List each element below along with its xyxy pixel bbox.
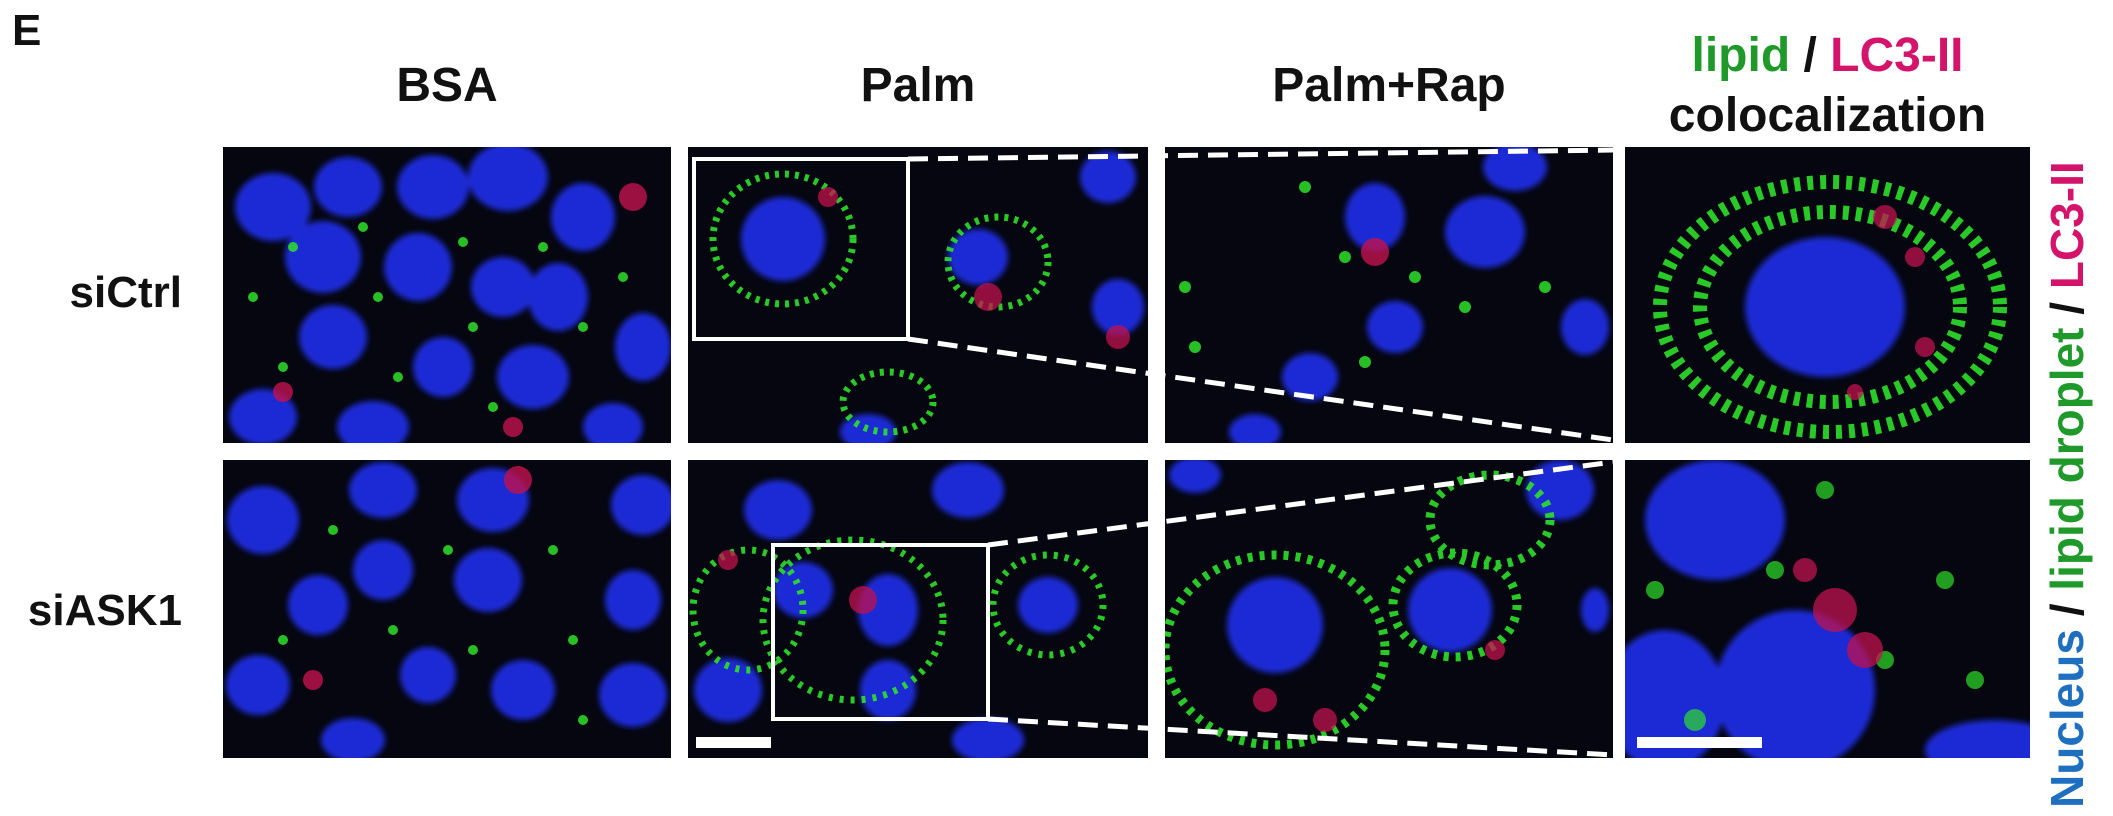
lipid-label: lipid (1691, 29, 1791, 82)
micrograph-image (692, 151, 1144, 443)
scale-bar (1637, 737, 1762, 748)
colocalization-header-line1: lipid / LC3-II (1625, 28, 2030, 83)
zoom-box (692, 157, 910, 341)
micrograph-image (1165, 460, 1609, 750)
legend-separator: / (2041, 289, 2093, 328)
micrograph-siask1-bsa (223, 460, 671, 758)
micrograph-siask1-palm (688, 460, 1148, 758)
scale-bar (696, 737, 771, 748)
micrograph-image (229, 147, 671, 443)
legend-lc3: LC3-II (2041, 161, 2093, 290)
micrograph-image (1653, 175, 2007, 439)
legend-nucleus: Nucleus (2041, 629, 2093, 808)
column-title-palm: Palm (860, 59, 976, 112)
row-title-sictrl: siCtrl (69, 268, 182, 317)
lc3-label: LC3-II (1830, 29, 1964, 82)
micrograph-sictrl-palm (688, 147, 1148, 443)
micrograph-sictrl-colocalization (1625, 147, 2030, 443)
micrograph-sictrl-palm-rap (1165, 147, 1613, 443)
column-title-palm-rap: Palm+Rap (1272, 59, 1506, 112)
micrograph-image (226, 462, 671, 758)
legend-lipid-droplet: lipid droplet (2041, 327, 2093, 591)
micrograph-image (1179, 147, 1609, 443)
micrograph-sictrl-bsa (223, 147, 671, 443)
micrograph-siask1-colocalization (1625, 460, 2030, 758)
zoom-box (771, 543, 990, 721)
colocalization-header-line2: colocalization (1668, 89, 1987, 142)
panel-letter: E (12, 6, 42, 55)
column-title-bsa: BSA (396, 59, 498, 112)
channel-legend: Nucleus / lipid droplet / LC3-II (2040, 161, 2094, 808)
micrograph-siask1-palm-rap (1165, 460, 1613, 758)
row-title-siask1: siASK1 (27, 586, 182, 635)
header-separator: / (1790, 29, 1831, 82)
micrograph-image (689, 462, 1107, 758)
micrograph-image (1625, 460, 2030, 758)
legend-separator: / (2041, 590, 2093, 630)
